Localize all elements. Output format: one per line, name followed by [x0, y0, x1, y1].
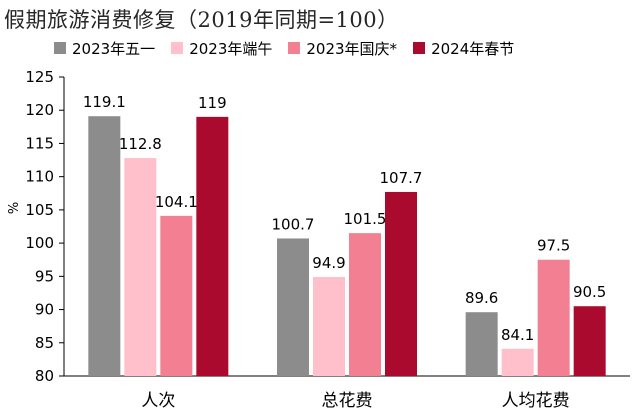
bar-2023年国庆-1: [349, 233, 381, 376]
x-category-label: 人均花费: [502, 391, 570, 411]
y-tick-label: 115: [25, 134, 54, 152]
legend-swatch: [54, 42, 66, 54]
bar-2023年端午-2: [501, 348, 534, 376]
legend-item-0: 2023年五一: [54, 38, 155, 59]
data-label: 104.1: [155, 193, 198, 211]
legend-label: 2023年国庆*: [306, 39, 398, 58]
data-label: 119.1: [83, 93, 126, 111]
bar-2023年端午-1: [313, 276, 345, 376]
data-label: 89.6: [465, 289, 498, 307]
data-label: 101.5: [344, 210, 387, 228]
legend-label: 2024年春节: [431, 39, 515, 58]
bar-2023年国庆-2: [537, 259, 570, 376]
bar-2023年五一-0: [88, 116, 121, 377]
x-category-label: 总花费: [322, 391, 373, 411]
legend-item-1: 2023年端午: [171, 38, 272, 59]
data-label: 84.1: [501, 326, 534, 344]
legend-label: 2023年端午: [189, 39, 273, 58]
y-tick-label: 120: [25, 101, 54, 119]
axes: [63, 77, 630, 377]
x-labels: 人次 总花费 人均花费: [141, 391, 569, 411]
legend-swatch: [171, 42, 184, 54]
bar-2024年春节-0: [196, 116, 229, 376]
y-tick-label: 105: [25, 201, 54, 219]
bar-2023年端午-0: [124, 158, 157, 376]
legend: 2023年五一 2023年端午 2023年国庆* 2024年春节: [54, 36, 514, 60]
y-tick-label: 100: [25, 234, 54, 252]
bar-2024年春节-1: [385, 191, 417, 376]
data-label: 107.7: [380, 169, 423, 187]
bar-2023年国庆-0: [160, 215, 193, 376]
y-tick-label: 80: [35, 367, 54, 385]
data-label: 94.9: [312, 254, 345, 272]
bar-2023年五一-1: [277, 238, 309, 376]
data-label: 119: [198, 94, 227, 112]
data-label: 90.5: [573, 283, 606, 301]
legend-item-3: 2024年春节: [413, 38, 514, 59]
data-label: 97.5: [537, 237, 570, 255]
data-labels: 119.1 112.8 104.1 119 100.7 94.9 101.5 107.7 89.…: [83, 93, 607, 344]
bar-2024年春节-2: [573, 306, 606, 376]
data-label: 100.7: [272, 215, 315, 233]
y-tick-label: 90: [35, 301, 54, 319]
y-tick-label: 110: [25, 168, 54, 186]
y-ticks: 80 85 90 95 100 105 110 115 120 125: [25, 68, 64, 385]
y-axis-label: %: [7, 202, 22, 214]
y-tick-label: 85: [35, 334, 54, 352]
legend-label: 2023年五一: [72, 39, 156, 58]
legend-swatch: [413, 42, 426, 54]
bars: [88, 116, 606, 377]
y-tick-label: 95: [35, 267, 54, 285]
legend-item-2: 2023年国庆*: [288, 38, 397, 59]
data-label: 112.8: [119, 135, 162, 153]
legend-swatch: [288, 42, 301, 54]
y-tick-label: 125: [25, 68, 54, 86]
x-category-label: 人次: [141, 391, 175, 411]
bar-2023年五一-2: [465, 312, 498, 376]
chart-title: 假期旅游消费修复（2019年同期=100）: [4, 8, 399, 32]
